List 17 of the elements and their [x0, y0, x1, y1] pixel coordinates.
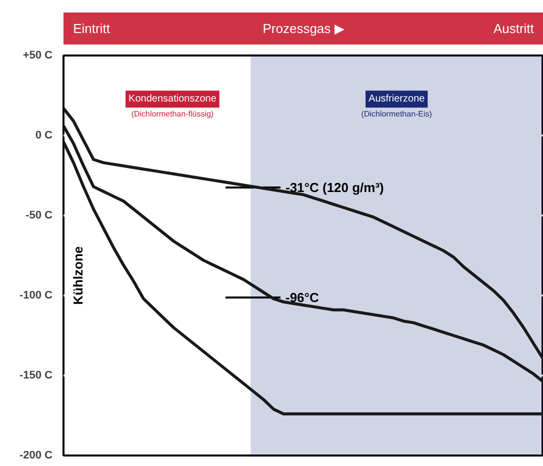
annotation: (Dichlormethan-flüssig) [131, 110, 214, 118]
y-tick-label: -100 C [19, 290, 53, 302]
annotation: Kühlzone [70, 246, 86, 305]
text: Prozessgas ▶ [262, 21, 344, 36]
y-tick-label: -150 C [19, 370, 53, 382]
line-series [64, 140, 543, 416]
y-tick-label: -50 C [26, 210, 53, 222]
annotation: (Dichlormethan-Eis) [361, 110, 432, 118]
y-tick-label: +50 C [22, 50, 53, 62]
text: Eintritt [73, 21, 110, 36]
annotation: -31°C (120 g/m³) [286, 180, 384, 195]
text: Austritt [493, 21, 534, 36]
y-tick-label: -200 C [19, 450, 53, 462]
annotation: Ausfrierzone [368, 94, 426, 105]
annotation: Kondensationszone [128, 94, 217, 105]
y-tick-label: 0 C [35, 130, 53, 142]
annotation: -96°C [286, 290, 320, 305]
